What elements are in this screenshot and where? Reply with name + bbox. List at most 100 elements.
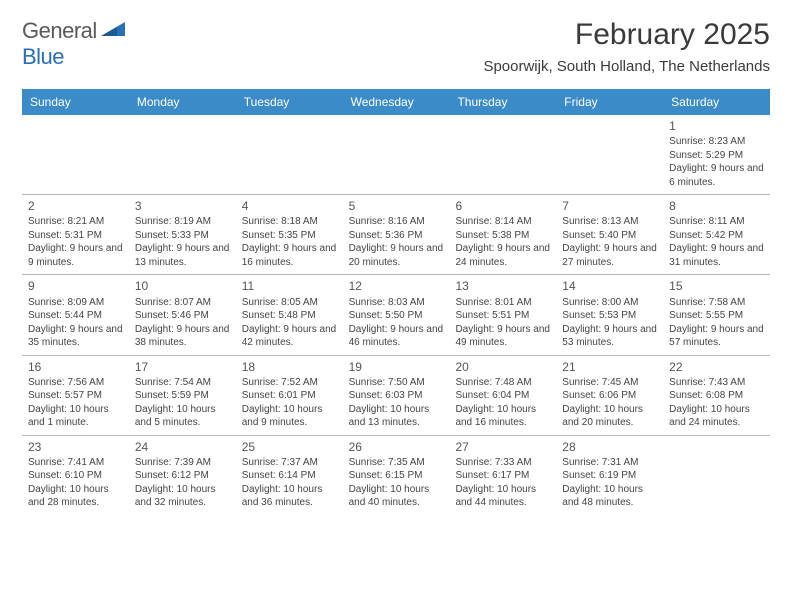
daylight-line: Daylight: 10 hours and 40 minutes. bbox=[349, 483, 444, 510]
sunrise-line: Sunrise: 7:56 AM bbox=[28, 376, 123, 390]
day-cell: 7Sunrise: 8:13 AMSunset: 5:40 PMDaylight… bbox=[556, 195, 663, 274]
daylight-line: Daylight: 9 hours and 42 minutes. bbox=[242, 323, 337, 350]
daylight-line: Daylight: 10 hours and 20 minutes. bbox=[562, 403, 657, 430]
sunset-line: Sunset: 6:10 PM bbox=[28, 469, 123, 483]
empty-cell bbox=[663, 436, 770, 515]
day-number: 12 bbox=[349, 278, 444, 294]
sunrise-line: Sunrise: 8:11 AM bbox=[669, 215, 764, 229]
day-cell: 5Sunrise: 8:16 AMSunset: 5:36 PMDaylight… bbox=[343, 195, 450, 274]
day-number: 8 bbox=[669, 198, 764, 214]
logo-text-blue: Blue bbox=[22, 44, 64, 69]
sunset-line: Sunset: 6:19 PM bbox=[562, 469, 657, 483]
sunset-line: Sunset: 5:38 PM bbox=[455, 229, 550, 243]
sunset-line: Sunset: 5:33 PM bbox=[135, 229, 230, 243]
weekday-wednesday: Wednesday bbox=[343, 89, 450, 115]
day-cell: 19Sunrise: 7:50 AMSunset: 6:03 PMDayligh… bbox=[343, 356, 450, 435]
sunrise-line: Sunrise: 7:43 AM bbox=[669, 376, 764, 390]
sunset-line: Sunset: 5:35 PM bbox=[242, 229, 337, 243]
day-cell: 8Sunrise: 8:11 AMSunset: 5:42 PMDaylight… bbox=[663, 195, 770, 274]
sunrise-line: Sunrise: 7:48 AM bbox=[455, 376, 550, 390]
weekday-friday: Friday bbox=[556, 89, 663, 115]
day-number: 18 bbox=[242, 359, 337, 375]
day-number: 20 bbox=[455, 359, 550, 375]
sunrise-line: Sunrise: 7:50 AM bbox=[349, 376, 444, 390]
sunset-line: Sunset: 5:44 PM bbox=[28, 309, 123, 323]
daylight-line: Daylight: 9 hours and 53 minutes. bbox=[562, 323, 657, 350]
day-cell: 12Sunrise: 8:03 AMSunset: 5:50 PMDayligh… bbox=[343, 275, 450, 354]
daylight-line: Daylight: 9 hours and 57 minutes. bbox=[669, 323, 764, 350]
daylight-line: Daylight: 9 hours and 13 minutes. bbox=[135, 242, 230, 269]
sunset-line: Sunset: 5:29 PM bbox=[669, 149, 764, 163]
day-cell: 26Sunrise: 7:35 AMSunset: 6:15 PMDayligh… bbox=[343, 436, 450, 515]
daylight-line: Daylight: 9 hours and 27 minutes. bbox=[562, 242, 657, 269]
empty-cell bbox=[556, 115, 663, 194]
daylight-line: Daylight: 10 hours and 36 minutes. bbox=[242, 483, 337, 510]
sunset-line: Sunset: 5:57 PM bbox=[28, 389, 123, 403]
weekday-header: SundayMondayTuesdayWednesdayThursdayFrid… bbox=[22, 89, 770, 115]
sunset-line: Sunset: 6:15 PM bbox=[349, 469, 444, 483]
day-cell: 13Sunrise: 8:01 AMSunset: 5:51 PMDayligh… bbox=[449, 275, 556, 354]
sunset-line: Sunset: 5:42 PM bbox=[669, 229, 764, 243]
week-row: 23Sunrise: 7:41 AMSunset: 6:10 PMDayligh… bbox=[22, 435, 770, 515]
day-cell: 24Sunrise: 7:39 AMSunset: 6:12 PMDayligh… bbox=[129, 436, 236, 515]
day-number: 21 bbox=[562, 359, 657, 375]
day-number: 15 bbox=[669, 278, 764, 294]
sunset-line: Sunset: 6:03 PM bbox=[349, 389, 444, 403]
sunset-line: Sunset: 5:59 PM bbox=[135, 389, 230, 403]
daylight-line: Daylight: 9 hours and 35 minutes. bbox=[28, 323, 123, 350]
day-number: 13 bbox=[455, 278, 550, 294]
sunrise-line: Sunrise: 8:13 AM bbox=[562, 215, 657, 229]
sunset-line: Sunset: 6:01 PM bbox=[242, 389, 337, 403]
daylight-line: Daylight: 10 hours and 48 minutes. bbox=[562, 483, 657, 510]
day-number: 6 bbox=[455, 198, 550, 214]
logo-blue-row: Blue bbox=[22, 44, 64, 70]
sunset-line: Sunset: 5:36 PM bbox=[349, 229, 444, 243]
day-cell: 9Sunrise: 8:09 AMSunset: 5:44 PMDaylight… bbox=[22, 275, 129, 354]
day-number: 4 bbox=[242, 198, 337, 214]
weekday-sunday: Sunday bbox=[22, 89, 129, 115]
day-number: 27 bbox=[455, 439, 550, 455]
daylight-line: Daylight: 10 hours and 44 minutes. bbox=[455, 483, 550, 510]
logo: General bbox=[22, 18, 129, 44]
sunrise-line: Sunrise: 8:23 AM bbox=[669, 135, 764, 149]
calendar-body: 1Sunrise: 8:23 AMSunset: 5:29 PMDaylight… bbox=[22, 115, 770, 515]
day-cell: 6Sunrise: 8:14 AMSunset: 5:38 PMDaylight… bbox=[449, 195, 556, 274]
sunrise-line: Sunrise: 8:07 AM bbox=[135, 296, 230, 310]
sunrise-line: Sunrise: 8:18 AM bbox=[242, 215, 337, 229]
day-number: 26 bbox=[349, 439, 444, 455]
daylight-line: Daylight: 9 hours and 9 minutes. bbox=[28, 242, 123, 269]
day-cell: 20Sunrise: 7:48 AMSunset: 6:04 PMDayligh… bbox=[449, 356, 556, 435]
day-number: 16 bbox=[28, 359, 123, 375]
sunrise-line: Sunrise: 8:01 AM bbox=[455, 296, 550, 310]
sunset-line: Sunset: 6:04 PM bbox=[455, 389, 550, 403]
daylight-line: Daylight: 9 hours and 24 minutes. bbox=[455, 242, 550, 269]
sunrise-line: Sunrise: 8:03 AM bbox=[349, 296, 444, 310]
day-number: 22 bbox=[669, 359, 764, 375]
weekday-thursday: Thursday bbox=[449, 89, 556, 115]
sunrise-line: Sunrise: 7:58 AM bbox=[669, 296, 764, 310]
daylight-line: Daylight: 9 hours and 46 minutes. bbox=[349, 323, 444, 350]
day-cell: 27Sunrise: 7:33 AMSunset: 6:17 PMDayligh… bbox=[449, 436, 556, 515]
daylight-line: Daylight: 9 hours and 31 minutes. bbox=[669, 242, 764, 269]
location: Spoorwijk, South Holland, The Netherland… bbox=[483, 58, 770, 75]
daylight-line: Daylight: 9 hours and 6 minutes. bbox=[669, 162, 764, 189]
sunset-line: Sunset: 6:17 PM bbox=[455, 469, 550, 483]
day-cell: 1Sunrise: 8:23 AMSunset: 5:29 PMDaylight… bbox=[663, 115, 770, 194]
sunrise-line: Sunrise: 7:33 AM bbox=[455, 456, 550, 470]
day-number: 10 bbox=[135, 278, 230, 294]
day-number: 19 bbox=[349, 359, 444, 375]
sunrise-line: Sunrise: 8:09 AM bbox=[28, 296, 123, 310]
day-cell: 10Sunrise: 8:07 AMSunset: 5:46 PMDayligh… bbox=[129, 275, 236, 354]
weekday-tuesday: Tuesday bbox=[236, 89, 343, 115]
calendar: SundayMondayTuesdayWednesdayThursdayFrid… bbox=[22, 89, 770, 515]
sunset-line: Sunset: 6:08 PM bbox=[669, 389, 764, 403]
daylight-line: Daylight: 9 hours and 20 minutes. bbox=[349, 242, 444, 269]
weekday-saturday: Saturday bbox=[663, 89, 770, 115]
daylight-line: Daylight: 10 hours and 28 minutes. bbox=[28, 483, 123, 510]
sunset-line: Sunset: 5:46 PM bbox=[135, 309, 230, 323]
day-number: 25 bbox=[242, 439, 337, 455]
day-cell: 4Sunrise: 8:18 AMSunset: 5:35 PMDaylight… bbox=[236, 195, 343, 274]
sunset-line: Sunset: 6:14 PM bbox=[242, 469, 337, 483]
day-number: 1 bbox=[669, 118, 764, 134]
weekday-monday: Monday bbox=[129, 89, 236, 115]
